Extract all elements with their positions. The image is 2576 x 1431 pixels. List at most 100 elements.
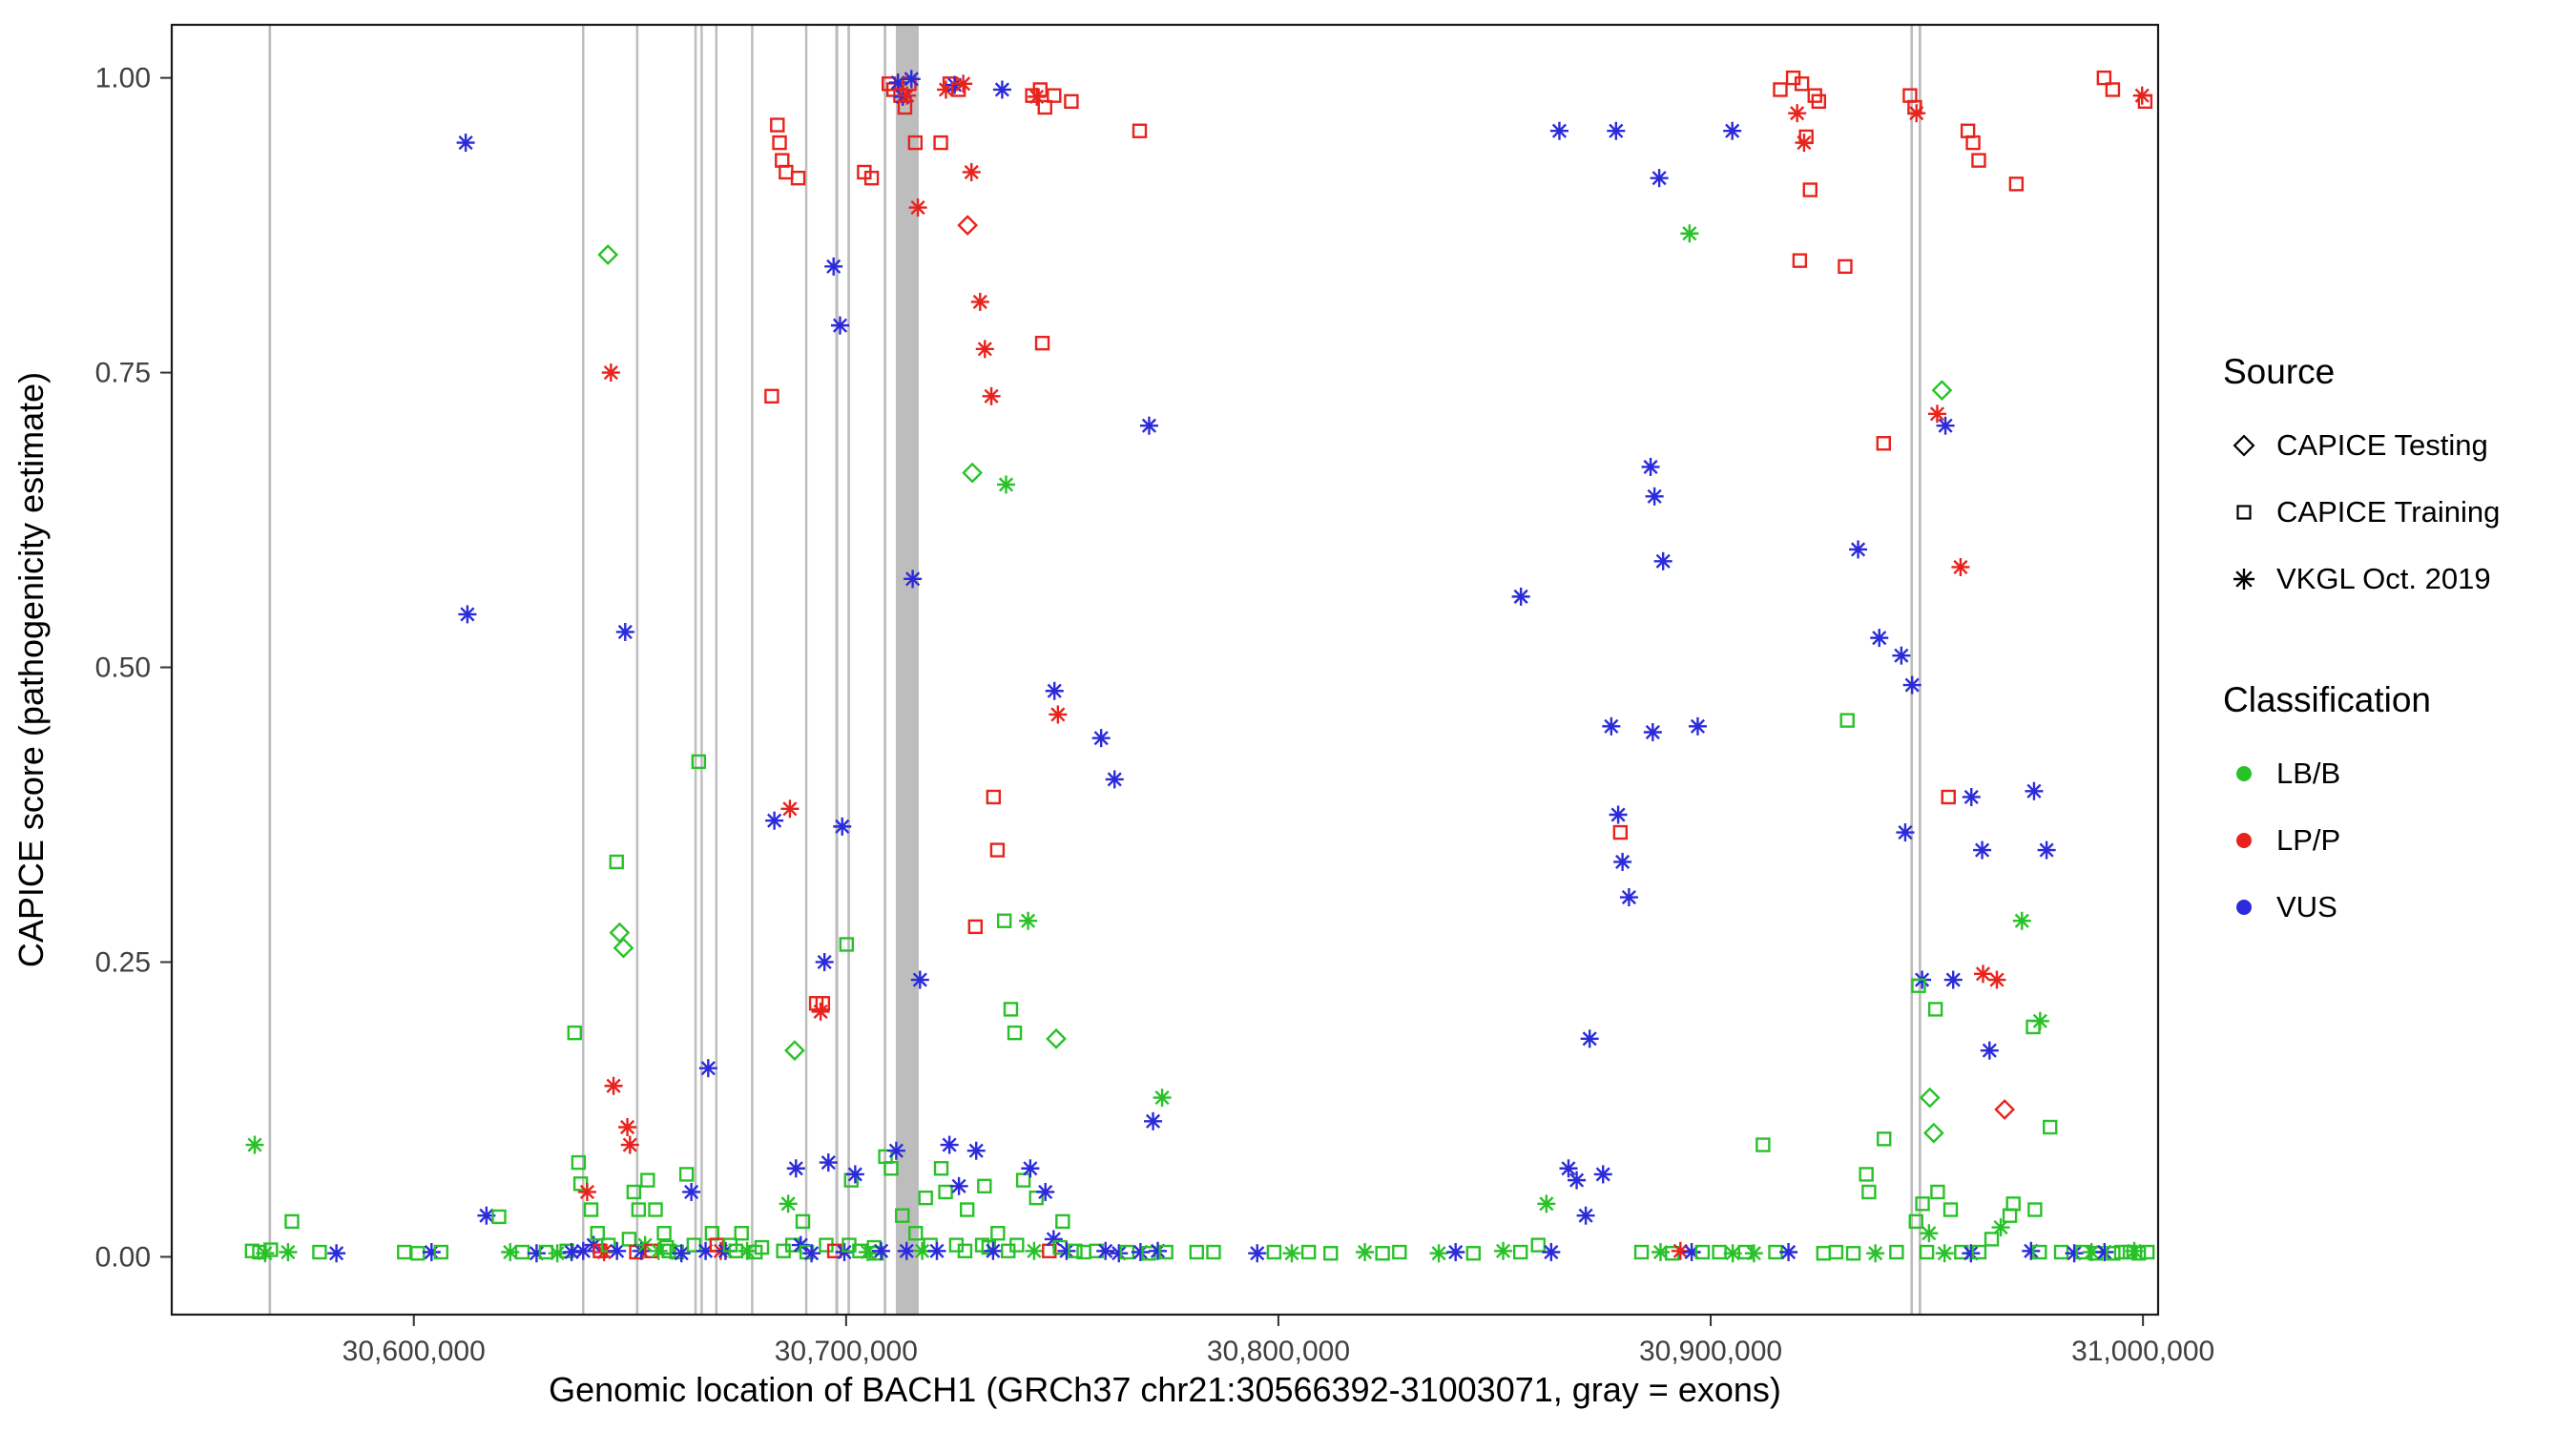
point-square	[686, 1237, 702, 1253]
point-diamond	[1922, 1122, 1944, 1144]
exon-band	[1910, 25, 1914, 1315]
point-square	[572, 1176, 589, 1192]
point-asterisk	[1139, 416, 1158, 435]
point-asterisk	[696, 1241, 716, 1260]
exon-band	[694, 25, 697, 1315]
legend-label-lbb: LB/B	[2276, 757, 2341, 790]
point-asterisk	[1110, 1244, 1129, 1263]
point-square	[2043, 1119, 2058, 1135]
legend-label-capice-testing: CAPICE Testing	[2276, 428, 2488, 462]
point-square	[2008, 176, 2025, 192]
point-square	[772, 135, 787, 151]
point-asterisk	[1144, 1111, 1163, 1130]
legend-item-vus: VUS	[2223, 874, 2500, 941]
point-square	[1712, 1244, 1727, 1260]
point-asterisk	[1446, 1243, 1465, 1262]
point-diamond	[962, 462, 984, 484]
point-square	[775, 153, 790, 168]
point-square	[659, 1239, 675, 1255]
point-square	[1266, 1244, 1282, 1260]
point-square	[1845, 1246, 1861, 1261]
point-square	[609, 854, 624, 870]
point-square	[1889, 1244, 1904, 1260]
point-square	[1902, 88, 1918, 103]
point-asterisk	[779, 1194, 798, 1213]
legend-label-lpp: LP/P	[2276, 823, 2341, 857]
point-square	[1009, 1237, 1025, 1253]
point-square	[1068, 1243, 1083, 1258]
point-square	[583, 1202, 599, 1217]
point-square	[312, 1244, 327, 1260]
point-asterisk	[327, 1244, 346, 1263]
point-asterisk	[975, 340, 994, 359]
point-square	[678, 1167, 695, 1182]
point-asterisk	[1045, 681, 1064, 700]
point-asterisk	[802, 1244, 821, 1263]
point-asterisk	[1902, 675, 1922, 695]
point-square	[1755, 1137, 1771, 1152]
point-asterisk	[577, 1182, 596, 1201]
point-square	[2139, 1244, 2155, 1260]
point-asterisk	[2012, 911, 2031, 930]
point-asterisk	[1025, 1241, 1044, 1260]
point-asterisk	[245, 1135, 264, 1154]
point-asterisk	[1105, 770, 1124, 789]
point-square	[2105, 82, 2121, 97]
point-asterisk	[1788, 104, 1807, 123]
point-asterisk	[819, 1153, 838, 1172]
point-asterisk	[2037, 840, 2056, 860]
point-asterisk	[996, 475, 1015, 494]
red-dot-icon	[2236, 833, 2252, 848]
legend-group-classification: Classification LB/B LP/P VUS	[2223, 679, 2500, 941]
point-diamond	[1919, 1087, 1941, 1109]
point-diamond	[784, 1040, 805, 1062]
point-asterisk	[1920, 1224, 1939, 1243]
diamond-icon	[2233, 434, 2255, 457]
point-asterisk	[1973, 964, 1992, 984]
point-square	[2002, 1208, 2018, 1223]
point-asterisk	[698, 1059, 717, 1078]
point-square	[933, 1161, 949, 1176]
point-asterisk	[1744, 1244, 1763, 1263]
point-square	[734, 1226, 749, 1241]
exon-band	[581, 25, 585, 1315]
point-diamond	[1931, 380, 1953, 401]
point-asterisk	[1019, 911, 1038, 930]
point-asterisk	[1593, 1165, 1612, 1184]
panel-border	[170, 23, 2160, 1317]
point-asterisk	[2025, 781, 2044, 800]
point-square	[1971, 1244, 1987, 1260]
point-asterisk	[1973, 840, 1992, 860]
point-square	[2106, 1246, 2121, 1261]
legend-item-capice-training: CAPICE Training	[2223, 479, 2500, 546]
point-asterisk	[904, 570, 923, 589]
point-square	[1838, 259, 1853, 275]
x-tick-label: 30,700,000	[775, 1336, 918, 1367]
point-asterisk	[982, 386, 1001, 405]
point-asterisk	[601, 363, 620, 383]
point-square	[284, 1213, 300, 1230]
point-square	[656, 1226, 672, 1241]
point-square	[1816, 1246, 1831, 1261]
point-asterisk	[604, 1076, 623, 1095]
point-asterisk	[1511, 587, 1530, 606]
point-asterisk	[910, 970, 929, 989]
legend-item-capice-testing: CAPICE Testing	[2223, 412, 2500, 479]
point-asterisk	[618, 1118, 637, 1137]
point-asterisk	[1549, 121, 1568, 140]
legend-label-capice-training: CAPICE Training	[2276, 495, 2501, 529]
point-diamond	[609, 922, 631, 944]
y-tick-label: 0.75	[95, 358, 151, 389]
point-asterisk	[765, 811, 784, 830]
point-asterisk	[1688, 716, 1707, 736]
legend-label-vkgl: VKGL Oct. 2019	[2276, 562, 2491, 595]
point-asterisk	[949, 1176, 968, 1195]
point-square	[571, 1154, 587, 1171]
point-square	[2113, 1244, 2129, 1260]
point-square	[933, 135, 948, 151]
point-asterisk	[1542, 1243, 1561, 1262]
point-square	[640, 1172, 655, 1188]
point-square	[897, 99, 913, 115]
point-square	[895, 1208, 910, 1223]
legend-classification-title: Classification	[2223, 680, 2431, 719]
